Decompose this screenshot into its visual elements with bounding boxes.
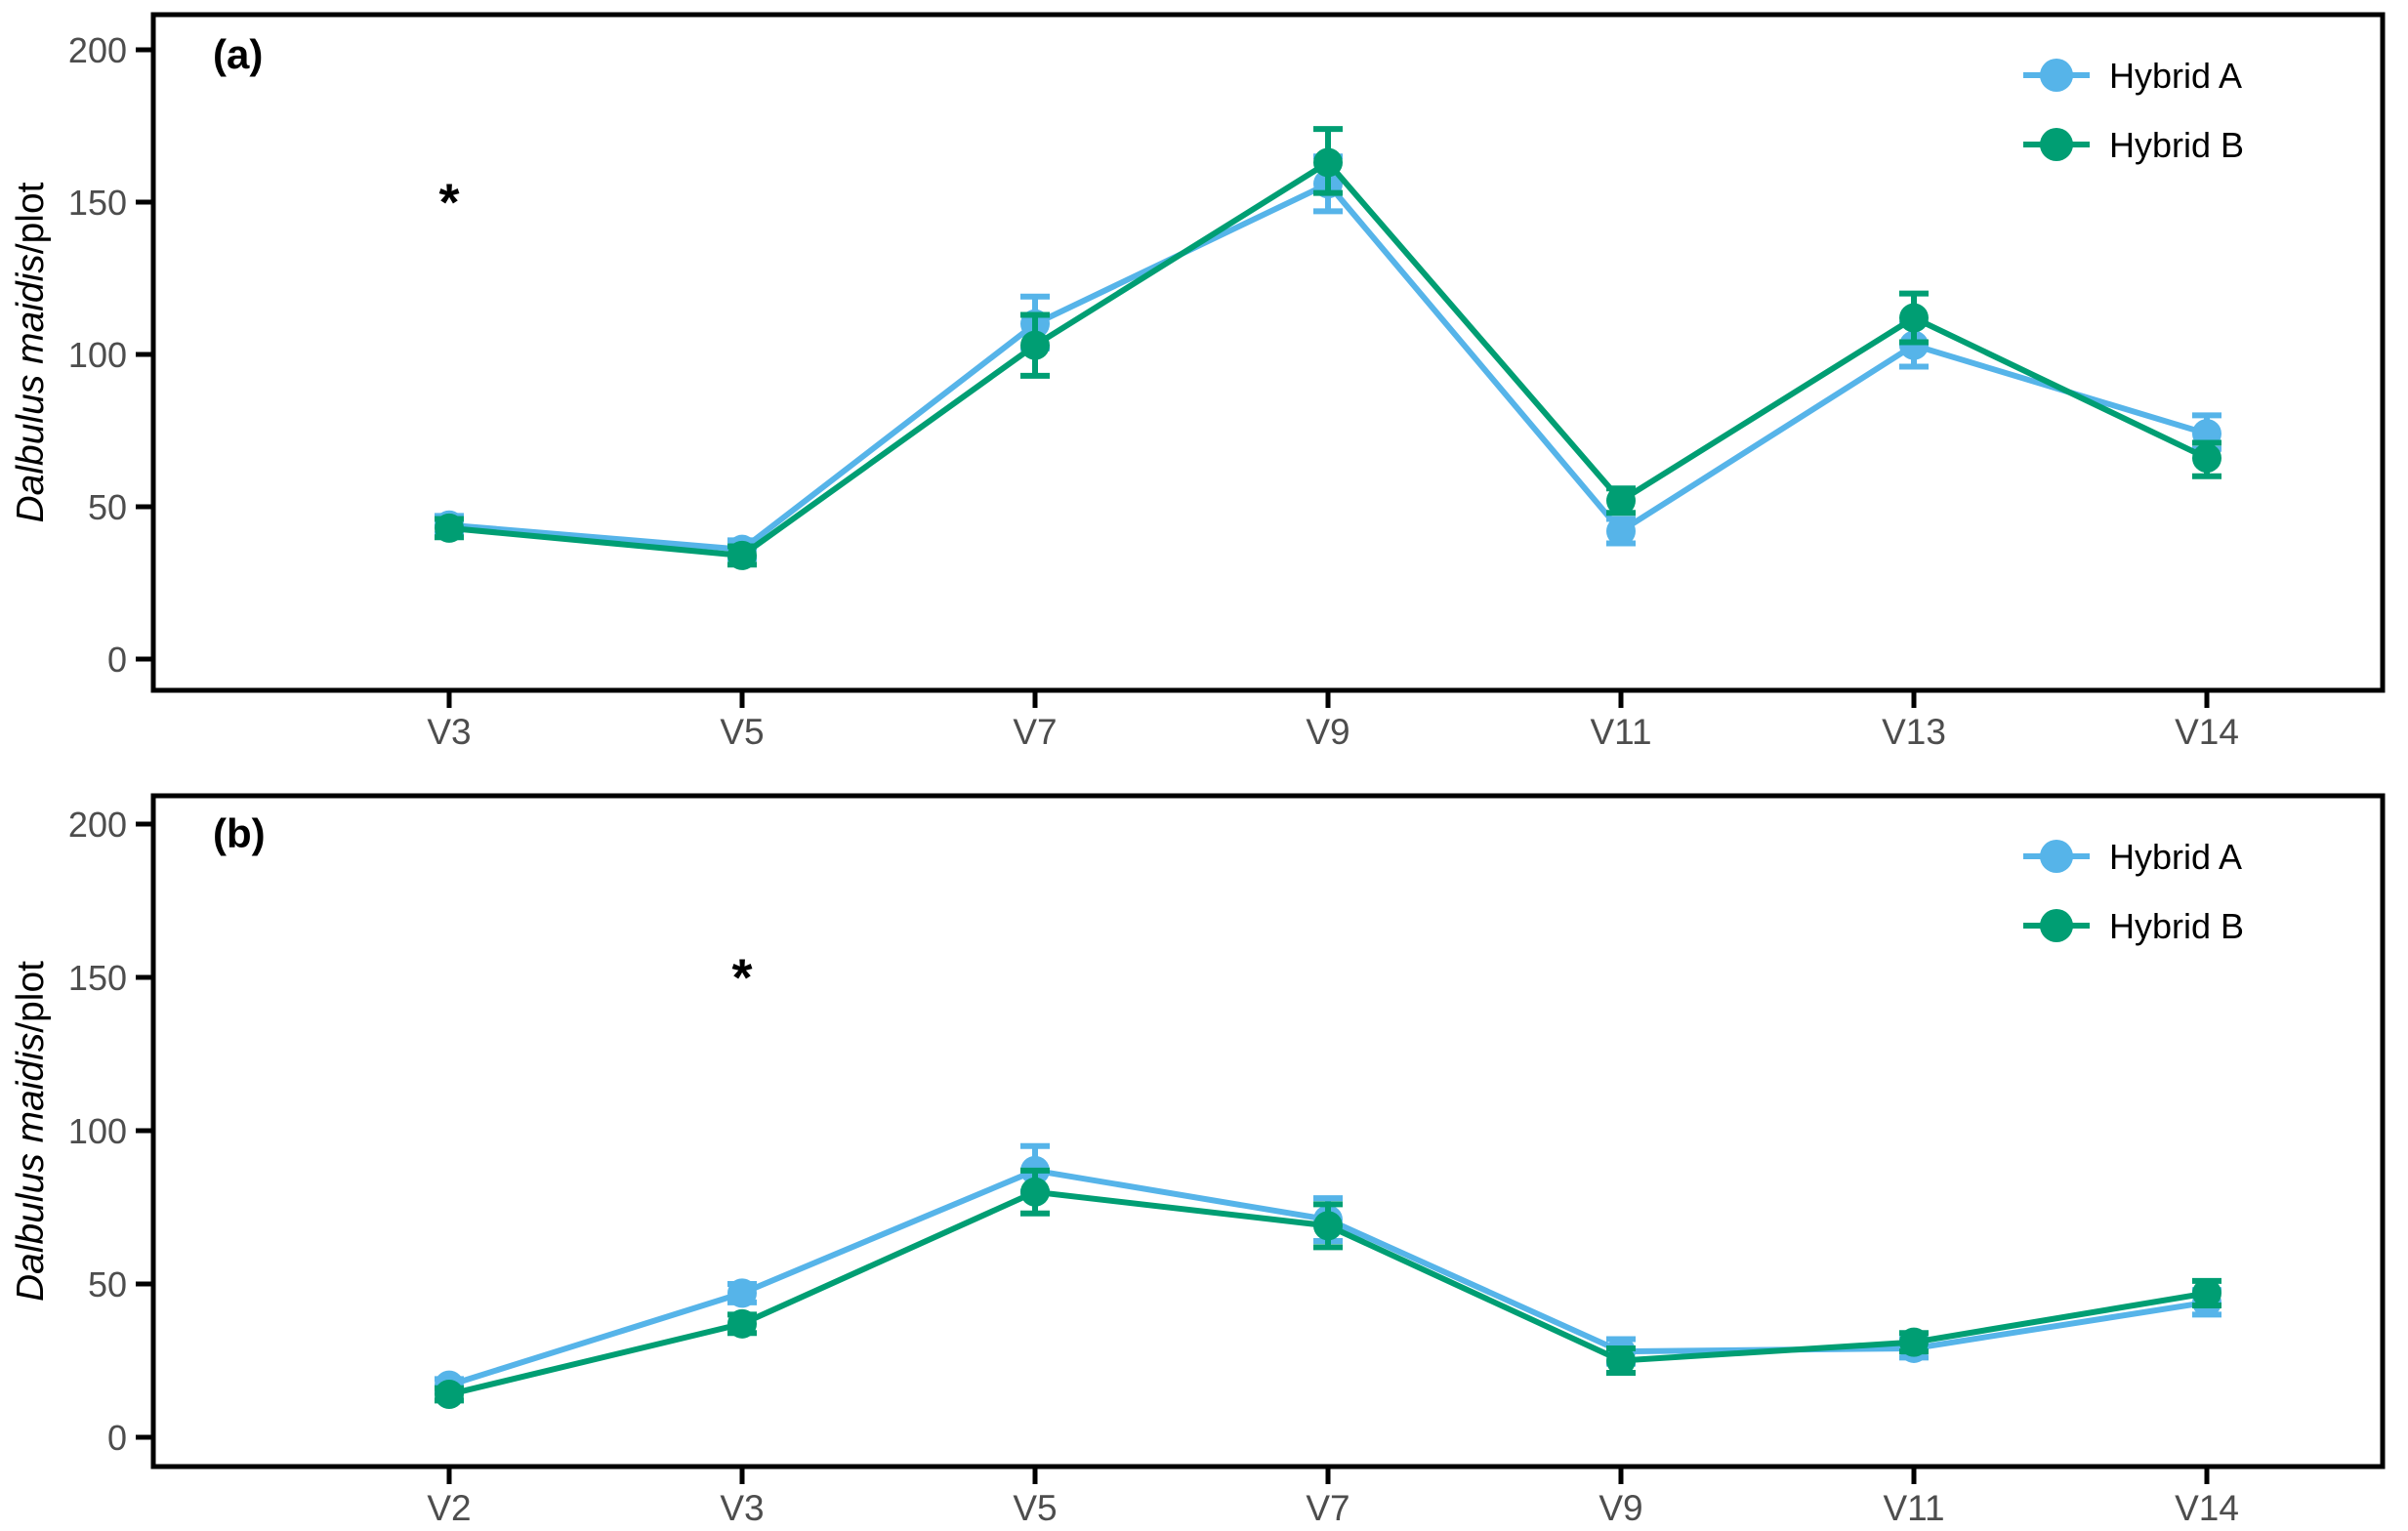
series-line [448,180,2208,553]
data-point [1899,303,1929,333]
legend-key-marker [2040,59,2073,92]
legend-item-hybrid-a: Hybrid A [2023,56,2242,96]
data-point [727,1308,757,1339]
x-tick-label: V13 [1882,712,1946,752]
series-hybrid-a [435,153,2221,564]
x-tick-label: V7 [1013,712,1057,752]
data-point [1020,330,1050,360]
legend-label: Hybrid A [2109,56,2242,96]
x-tick-label: V14 [2175,712,2239,752]
x-tick-label: V9 [1598,1488,1642,1528]
y-tick-label: 100 [68,1111,127,1151]
legend-item-hybrid-a: Hybrid A [2023,837,2242,877]
y-axis-title: Dalbulus maidis/plot [10,961,52,1302]
y-tick-label: 200 [68,30,127,70]
data-point [1313,147,1343,178]
x-tick-label: V3 [720,1488,764,1528]
y-axis-title: Dalbulus maidis/plot [10,182,52,522]
series-hybrid-a [435,1142,2221,1400]
data-point [435,1380,464,1410]
legend-key-marker [2040,840,2073,873]
panel-border [150,793,2386,1469]
legend-label: Hybrid B [2109,906,2244,946]
y-tick-label: 50 [88,1264,127,1304]
data-point [2192,443,2221,474]
panel-label: (b) [213,810,266,856]
data-point [727,1278,757,1308]
legend-item-hybrid-b: Hybrid B [2023,125,2244,165]
data-point [435,513,464,543]
y-tick-label: 50 [88,487,127,527]
series-hybrid-b [435,126,2221,570]
y-tick-label: 150 [68,958,127,998]
x-tick-label: V11 [1590,712,1651,752]
y-tick-label: 100 [68,335,127,375]
data-point [1606,516,1636,546]
legend-label: Hybrid A [2109,837,2242,877]
data-point [1606,1345,1636,1376]
x-tick-label: V5 [1013,1488,1057,1528]
data-point [1606,485,1636,516]
data-point [727,540,757,570]
y-tick-label: 200 [68,805,127,845]
x-tick-label: V7 [1306,1488,1349,1528]
y-tick-label: 0 [107,640,127,680]
data-point [1313,1211,1343,1241]
panel-b: 0 50 100 150 200 V2 V3 V5 V7 V9 V11 V14 Dalbulus mai… [10,793,2386,1528]
x-tick-label: V14 [2175,1488,2239,1528]
data-point [1899,330,1929,360]
legend-label: Hybrid B [2109,125,2244,165]
y-tick-label: 0 [107,1418,127,1458]
data-point [2192,1278,2221,1308]
x-tick-label: V2 [427,1488,471,1528]
data-point [1020,1177,1050,1207]
legend-item-hybrid-b: Hybrid B [2023,906,2244,946]
panel-a: 0 50 100 150 200 V3 V5 V7 V9 V11 V13 V14 Dalbulus ma… [10,12,2386,752]
series-line [448,158,2209,559]
significance-asterisk: * [438,174,459,232]
y-tick-label: 150 [68,183,127,223]
panel-border [150,12,2386,693]
legend-key-marker [2040,128,2073,161]
data-point [1899,1327,1929,1357]
x-tick-label: V9 [1306,712,1349,752]
x-tick-label: V3 [427,712,471,752]
significance-asterisk: * [731,949,752,1008]
series-hybrid-b [435,1167,2221,1410]
x-tick-label: V5 [720,712,764,752]
panel-label: (a) [213,31,263,77]
x-tick-label: V11 [1883,1488,1944,1528]
legend-key-marker [2040,909,2073,942]
